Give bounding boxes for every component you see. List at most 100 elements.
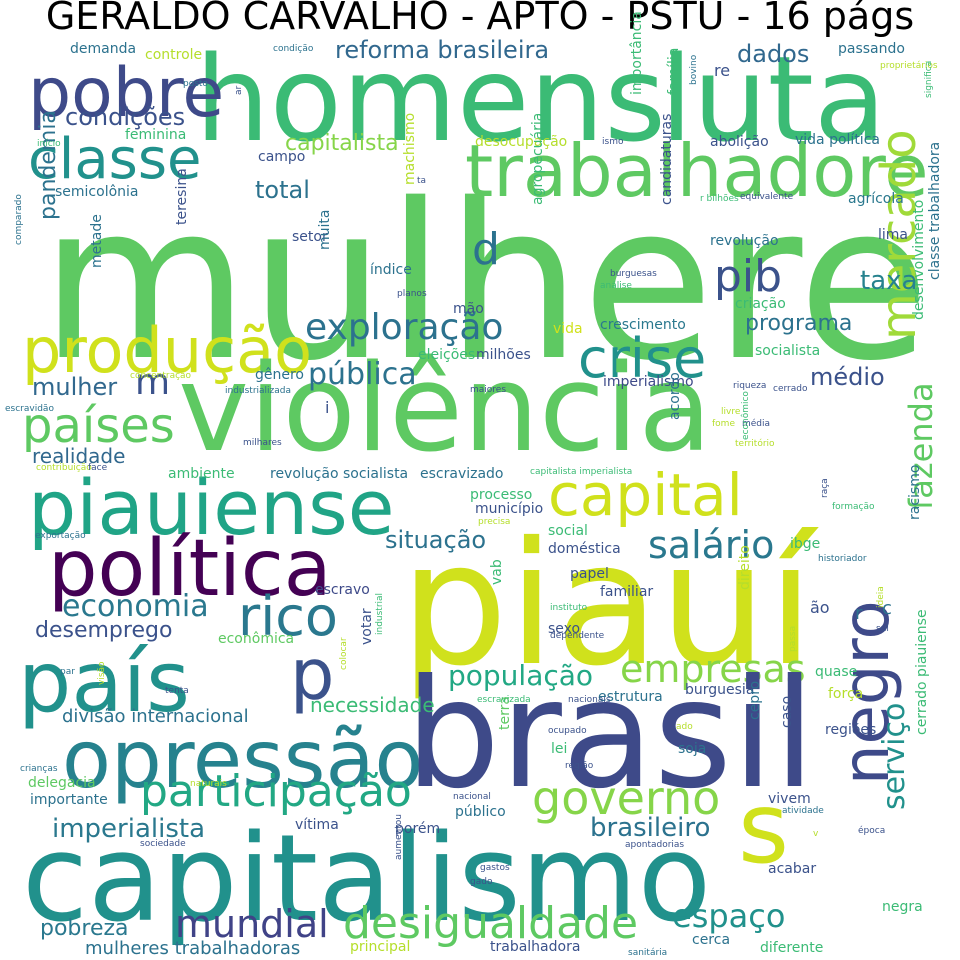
word: país (18, 633, 190, 731)
word: demanda (70, 41, 137, 57)
word: eleições (418, 347, 476, 363)
word: início (37, 139, 61, 149)
word: lei (551, 741, 568, 757)
word: governo (532, 771, 721, 825)
word: trabalhadore (465, 129, 929, 213)
word: crise (578, 327, 707, 390)
word: delegacia (28, 775, 96, 791)
word: campo (258, 149, 306, 165)
word: médio (810, 363, 885, 391)
word: par (60, 667, 75, 677)
word: homens (195, 30, 666, 168)
word: ado (676, 722, 693, 732)
word: empresas (620, 647, 806, 691)
word: revolução (710, 233, 779, 249)
word: industrializada (225, 386, 292, 396)
word: vida (553, 321, 583, 337)
word: desenvolvimento (911, 199, 927, 320)
word: brasileiro (590, 813, 711, 843)
word: piauí (400, 506, 815, 704)
word: significa (924, 60, 934, 98)
word: votar (359, 608, 375, 645)
word: realidade (32, 444, 126, 468)
word: mulheres trabalhadoras (85, 938, 301, 959)
word: s (738, 772, 790, 886)
word: crescimento (600, 317, 686, 333)
word: contribuição (36, 463, 92, 473)
word: política (48, 524, 332, 614)
word: abolição (710, 134, 769, 150)
word: capital (548, 461, 743, 529)
word: município (475, 501, 544, 517)
word: naturais (190, 779, 227, 789)
word: análise (600, 281, 632, 291)
word: porém (395, 821, 441, 837)
word: sexo (548, 621, 581, 637)
word: escravidão (5, 404, 54, 414)
word: condições (65, 103, 186, 131)
word: vida política (795, 132, 880, 148)
word: acabar (768, 861, 817, 877)
word: instituto (550, 603, 588, 613)
word: re (714, 61, 731, 80)
word: comparado (14, 194, 24, 245)
word: soja (678, 741, 707, 757)
word: teresina (174, 168, 190, 225)
word: participação (140, 766, 412, 817)
word: colocar (339, 637, 349, 670)
word: historiador (818, 554, 867, 564)
word: gado (470, 877, 493, 887)
word: ta (417, 176, 427, 186)
word: tenta (165, 686, 189, 696)
word: reforma brasileira (335, 36, 550, 64)
word: quase (815, 664, 858, 680)
word: setor (292, 229, 328, 245)
word: caso (779, 695, 795, 728)
word: processo (470, 487, 533, 503)
word: pobreza (40, 916, 129, 941)
word: cerrado piauiense (914, 609, 930, 735)
word: economia (62, 589, 209, 624)
word: v (813, 829, 819, 839)
word: região (565, 761, 594, 771)
word: opressão (62, 713, 424, 806)
word: passa (788, 625, 798, 652)
word: pobre (28, 54, 225, 133)
word: população (448, 659, 594, 692)
word: dados (737, 40, 810, 68)
word: agrícola (848, 191, 904, 207)
word: r (855, 603, 863, 624)
word: pública (308, 357, 417, 392)
word: passando (838, 41, 905, 57)
word: cepro (747, 680, 763, 720)
word: sanitária (628, 948, 668, 958)
word: território (735, 439, 775, 449)
word: trabalhadora (490, 939, 581, 955)
word: metade (89, 214, 105, 268)
word: taxa (860, 266, 918, 296)
word: pib (714, 251, 783, 302)
word: sociedade (140, 839, 186, 849)
word: gênero (255, 367, 304, 383)
word: serviço (877, 702, 912, 810)
word: feminina (125, 127, 187, 143)
word: classe (28, 127, 202, 192)
word: riqueza (733, 381, 767, 391)
word: socialista (755, 343, 821, 359)
word: capitalismo (22, 810, 712, 949)
word: divisão internacional (62, 706, 249, 727)
word: sul (876, 624, 889, 634)
word: ambiente (168, 466, 235, 482)
page-title: GERALDO CARVALHO - APTO - PSTU - 16 págs (45, 0, 915, 38)
word: países (22, 398, 175, 454)
word: rico (238, 585, 338, 648)
word: semicolônia (55, 184, 139, 200)
word: atividade (782, 806, 824, 816)
word: nacionais (568, 695, 611, 705)
word: principal (350, 939, 411, 955)
word: concentração (130, 371, 192, 381)
word: época (858, 826, 886, 836)
word: milhões (476, 347, 531, 363)
